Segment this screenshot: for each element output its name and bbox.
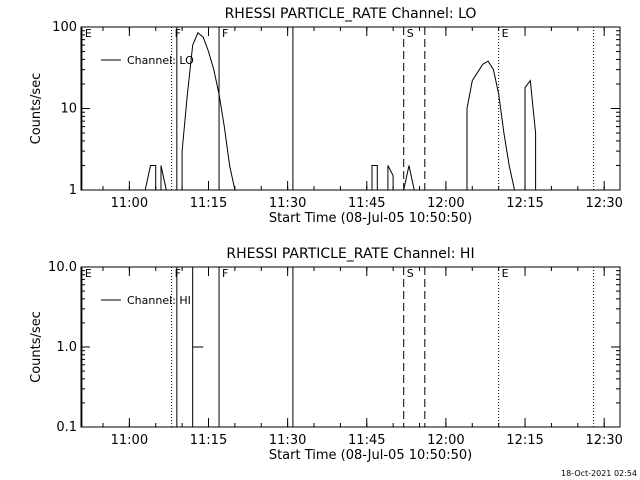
y-tick-label: 10 [60,102,77,117]
y-tick-label: 100 [52,20,77,35]
y-tick-label: 1.0 [56,340,77,355]
y-tick-label: 1 [69,183,77,198]
x-tick-label: 12:30 [585,433,622,448]
x-tick-label: 11:15 [190,433,227,448]
x-tick-label: 11:30 [269,433,306,448]
x-tick-label: 11:45 [348,433,385,448]
event-marker-label: E [502,27,509,40]
series-line [403,165,415,190]
y-tick-label: 0.1 [56,420,77,435]
x-tick-label: 11:45 [348,196,385,211]
event-marker-label: F [175,27,181,40]
event-marker-label: F [175,267,181,280]
x-axis-label: Start Time (08-Jul-05 10:50:50) [269,211,472,226]
y-axis-label: Counts/sec [29,311,44,383]
x-tick-label: 12:15 [506,433,543,448]
x-tick-label: 11:15 [190,196,227,211]
timestamp-label: 18-Oct-2021 02:54 [561,469,637,478]
x-tick-label: 12:00 [427,433,464,448]
series-line [387,165,394,190]
event-marker-label: E [502,267,509,280]
y-axis-label: Counts/sec [29,73,44,145]
x-tick-label: 11:00 [111,433,148,448]
x-tick-label: 12:30 [585,196,622,211]
chart-panel-hi: RHESSI PARTICLE_RATE Channel: HI E F F S E Cha… [29,246,623,463]
event-marker-label: E [85,267,92,280]
series-line [466,60,515,190]
event-marker-label: E [85,27,92,40]
x-tick-label: 11:00 [111,196,148,211]
event-marker-label: F [222,27,228,40]
x-axis-label: Start Time (08-Jul-05 10:50:50) [269,448,472,463]
plot-frame [80,266,621,428]
event-marker-label: S [407,27,414,40]
chart-panel-lo: RHESSI PARTICLE_RATE Channel: LO E F F S E Cha… [29,6,623,226]
series-line [144,165,157,190]
event-marker-label: F [222,267,228,280]
series-line [160,165,167,190]
x-tick-label: 11:30 [269,196,306,211]
chart-title: RHESSI PARTICLE_RATE Channel: LO [225,6,477,22]
plot-area [81,27,595,190]
plot-frame [80,26,621,191]
series-line [524,79,537,190]
x-tick-label: 12:15 [506,196,543,211]
legend-label: Channel: HI [127,294,191,307]
y-tick-label: 10.0 [48,260,77,275]
legend-label: Channel: LO [127,54,194,67]
event-marker-label: S [407,267,414,280]
series-line [371,165,378,190]
chart-title: RHESSI PARTICLE_RATE Channel: HI [226,246,474,262]
x-tick-label: 12:00 [427,196,464,211]
plot-area [81,267,595,427]
series-line [181,31,236,190]
